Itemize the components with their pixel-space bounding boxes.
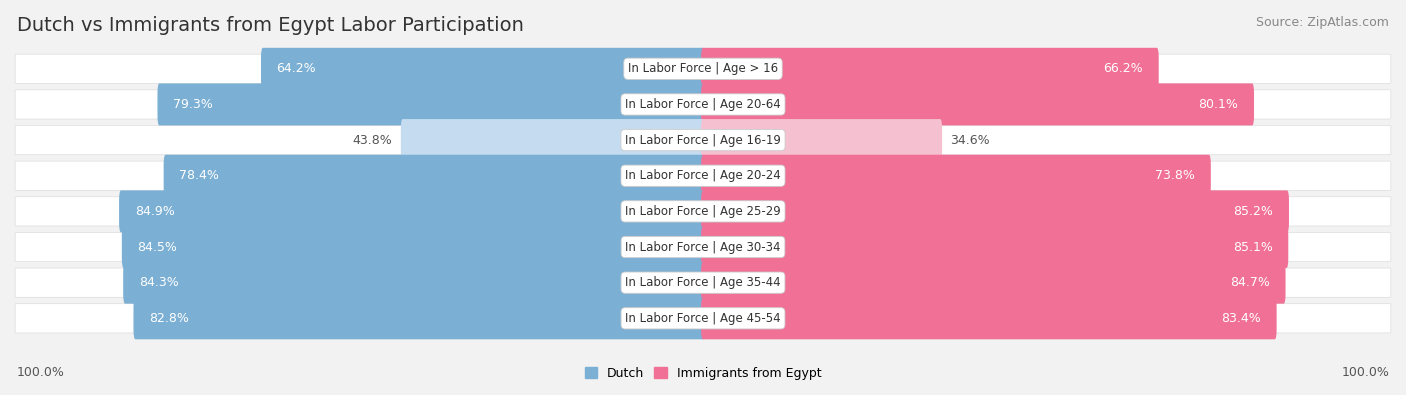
Text: In Labor Force | Age 16-19: In Labor Force | Age 16-19 bbox=[626, 134, 780, 147]
FancyBboxPatch shape bbox=[122, 226, 704, 268]
FancyBboxPatch shape bbox=[262, 48, 704, 90]
Text: In Labor Force | Age 20-24: In Labor Force | Age 20-24 bbox=[626, 169, 780, 182]
Text: 64.2%: 64.2% bbox=[277, 62, 316, 75]
FancyBboxPatch shape bbox=[15, 54, 1391, 83]
Text: In Labor Force | Age 45-54: In Labor Force | Age 45-54 bbox=[626, 312, 780, 325]
Text: Source: ZipAtlas.com: Source: ZipAtlas.com bbox=[1256, 16, 1389, 29]
FancyBboxPatch shape bbox=[15, 232, 1391, 261]
Text: 79.3%: 79.3% bbox=[173, 98, 212, 111]
FancyBboxPatch shape bbox=[702, 226, 1288, 268]
Text: 84.7%: 84.7% bbox=[1230, 276, 1270, 289]
Text: In Labor Force | Age > 16: In Labor Force | Age > 16 bbox=[628, 62, 778, 75]
Text: 66.2%: 66.2% bbox=[1104, 62, 1143, 75]
Text: 73.8%: 73.8% bbox=[1156, 169, 1195, 182]
FancyBboxPatch shape bbox=[15, 126, 1391, 155]
Text: In Labor Force | Age 25-29: In Labor Force | Age 25-29 bbox=[626, 205, 780, 218]
FancyBboxPatch shape bbox=[702, 155, 1211, 197]
FancyBboxPatch shape bbox=[702, 119, 942, 161]
FancyBboxPatch shape bbox=[120, 190, 704, 232]
Text: Dutch vs Immigrants from Egypt Labor Participation: Dutch vs Immigrants from Egypt Labor Par… bbox=[17, 16, 524, 35]
Text: 80.1%: 80.1% bbox=[1198, 98, 1239, 111]
Text: 82.8%: 82.8% bbox=[149, 312, 188, 325]
FancyBboxPatch shape bbox=[15, 90, 1391, 119]
Text: 84.9%: 84.9% bbox=[135, 205, 174, 218]
Text: 84.5%: 84.5% bbox=[138, 241, 177, 254]
FancyBboxPatch shape bbox=[702, 83, 1254, 126]
FancyBboxPatch shape bbox=[702, 297, 1277, 339]
FancyBboxPatch shape bbox=[702, 261, 1285, 304]
FancyBboxPatch shape bbox=[15, 268, 1391, 297]
Text: 78.4%: 78.4% bbox=[180, 169, 219, 182]
FancyBboxPatch shape bbox=[15, 161, 1391, 190]
FancyBboxPatch shape bbox=[163, 155, 704, 197]
FancyBboxPatch shape bbox=[15, 304, 1391, 333]
Legend: Dutch, Immigrants from Egypt: Dutch, Immigrants from Egypt bbox=[579, 362, 827, 385]
Text: In Labor Force | Age 20-64: In Labor Force | Age 20-64 bbox=[626, 98, 780, 111]
Text: 85.1%: 85.1% bbox=[1233, 241, 1272, 254]
Text: 84.3%: 84.3% bbox=[139, 276, 179, 289]
FancyBboxPatch shape bbox=[702, 190, 1289, 232]
FancyBboxPatch shape bbox=[15, 197, 1391, 226]
Text: 100.0%: 100.0% bbox=[1341, 366, 1389, 379]
FancyBboxPatch shape bbox=[401, 119, 704, 161]
Text: 43.8%: 43.8% bbox=[353, 134, 392, 147]
FancyBboxPatch shape bbox=[134, 297, 704, 339]
Text: 34.6%: 34.6% bbox=[950, 134, 990, 147]
Text: In Labor Force | Age 30-34: In Labor Force | Age 30-34 bbox=[626, 241, 780, 254]
Text: 85.2%: 85.2% bbox=[1233, 205, 1274, 218]
Text: 83.4%: 83.4% bbox=[1222, 312, 1261, 325]
FancyBboxPatch shape bbox=[124, 261, 704, 304]
Text: 100.0%: 100.0% bbox=[17, 366, 65, 379]
Text: In Labor Force | Age 35-44: In Labor Force | Age 35-44 bbox=[626, 276, 780, 289]
FancyBboxPatch shape bbox=[157, 83, 704, 126]
FancyBboxPatch shape bbox=[702, 48, 1159, 90]
